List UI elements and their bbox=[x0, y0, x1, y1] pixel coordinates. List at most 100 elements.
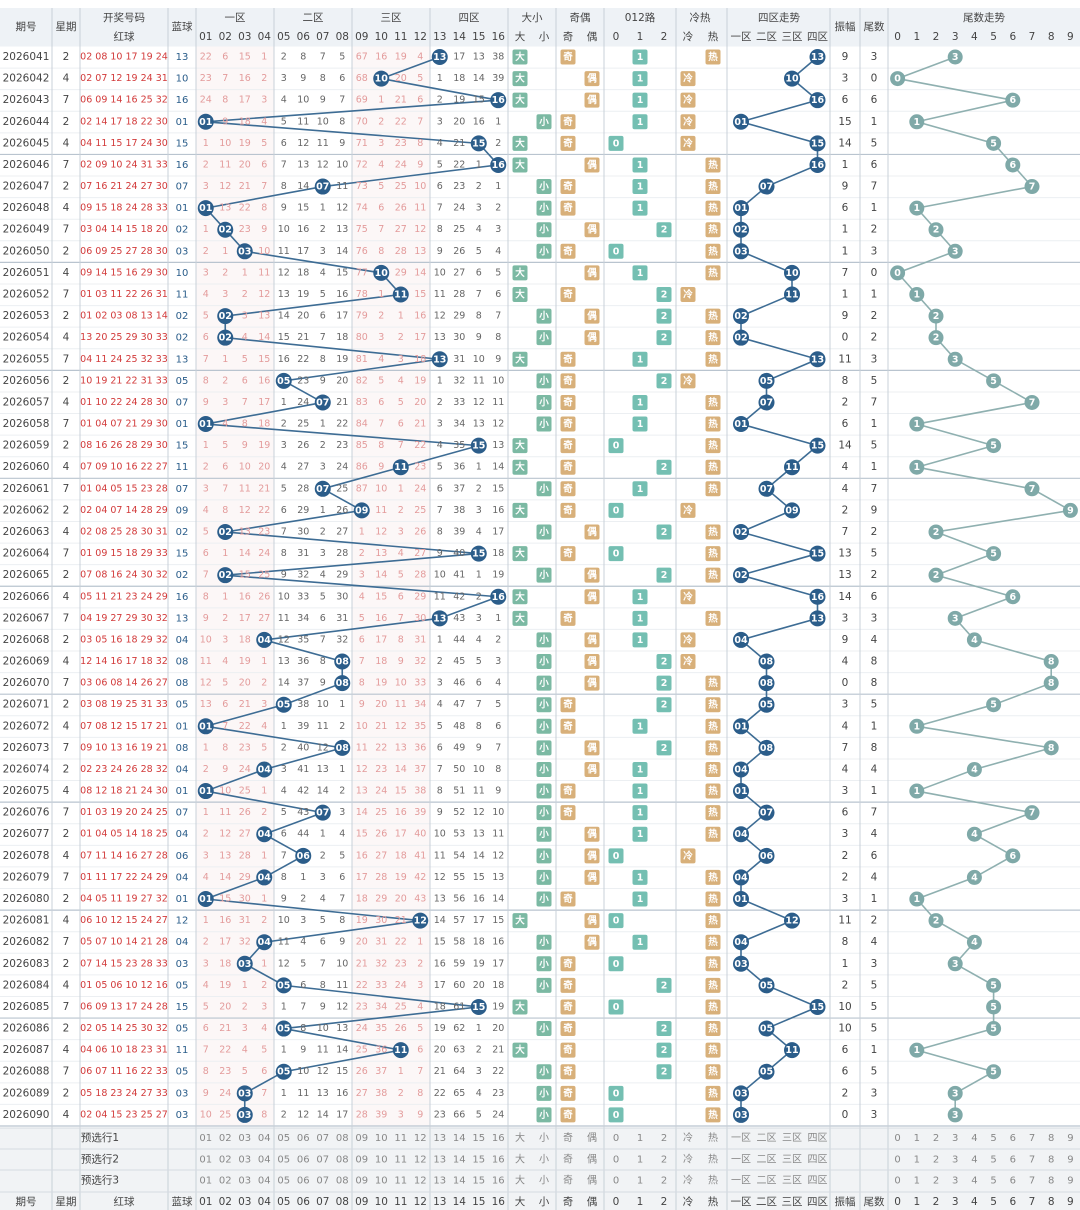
ball-label: 8 bbox=[1048, 657, 1055, 668]
omission: 25 bbox=[395, 181, 407, 192]
ball-label: 01 bbox=[734, 419, 747, 430]
omission: 44 bbox=[453, 634, 465, 645]
amplitude: 2 bbox=[842, 979, 849, 991]
omission: 7 bbox=[242, 397, 248, 408]
omission: 4 bbox=[300, 937, 306, 948]
amplitude: 1 bbox=[842, 224, 849, 236]
tag bbox=[632, 891, 648, 907]
omission: 23 bbox=[336, 440, 348, 451]
ball-label: 05 bbox=[760, 376, 773, 387]
ball bbox=[909, 286, 925, 302]
tag-label: 偶 bbox=[587, 828, 597, 840]
header: 小 bbox=[539, 31, 550, 43]
omission: 4 bbox=[281, 462, 287, 473]
header: 03 bbox=[238, 31, 251, 43]
ball-label: 02 bbox=[219, 527, 232, 538]
omission: 1 bbox=[281, 721, 287, 732]
tag bbox=[536, 1021, 552, 1037]
tag bbox=[536, 977, 552, 993]
blue-ball: 05 bbox=[176, 980, 189, 991]
preset-cell: 14 bbox=[453, 1176, 466, 1187]
omission: 21 bbox=[356, 958, 368, 969]
omission: 35 bbox=[453, 440, 465, 451]
tag bbox=[680, 114, 696, 130]
omission: 12 bbox=[278, 958, 290, 969]
ball bbox=[412, 912, 429, 929]
omission: 9 bbox=[398, 656, 404, 667]
tag bbox=[705, 179, 721, 195]
blue-ball: 05 bbox=[176, 700, 189, 711]
header: 冷 bbox=[683, 1131, 693, 1144]
preset-cell: 03 bbox=[238, 1176, 251, 1187]
omission: 14 bbox=[492, 894, 504, 905]
ball bbox=[733, 761, 749, 778]
ball bbox=[470, 135, 487, 152]
omission: 13 bbox=[414, 246, 426, 257]
week: 4 bbox=[63, 785, 70, 797]
header: 一区 bbox=[731, 1175, 751, 1187]
blue-ball: 16 bbox=[176, 160, 189, 171]
tag-label: 0 bbox=[613, 1110, 620, 1121]
header: 1 bbox=[637, 1133, 643, 1144]
omission: 3 bbox=[320, 872, 326, 883]
red-balls: 04 05 11 19 27 32 bbox=[80, 894, 168, 905]
ball-label: 7 bbox=[1029, 484, 1036, 495]
omission: 9 bbox=[261, 224, 267, 235]
omission: 15 bbox=[375, 591, 387, 602]
tag-label: 小 bbox=[538, 677, 549, 689]
ball-label: 08 bbox=[336, 743, 350, 754]
header: 大小 bbox=[522, 11, 543, 24]
omission: 13 bbox=[278, 289, 290, 300]
omission: 1 bbox=[203, 138, 209, 149]
tag-label: 大 bbox=[515, 51, 525, 63]
header: 冷 bbox=[683, 1152, 693, 1165]
preset-cell: 12 bbox=[414, 1133, 427, 1144]
omission: 63 bbox=[453, 1045, 465, 1056]
omission: 10 bbox=[200, 634, 212, 645]
tag bbox=[656, 1042, 672, 1058]
ball bbox=[758, 847, 775, 864]
issue: 2026076 bbox=[3, 807, 50, 819]
week: 4 bbox=[63, 915, 70, 927]
omission: 14 bbox=[317, 1109, 329, 1120]
ball-label: 5 bbox=[990, 376, 997, 387]
omission: 13 bbox=[219, 203, 231, 214]
ball bbox=[966, 934, 982, 950]
header: 3 bbox=[952, 1196, 959, 1208]
omission: 5 bbox=[203, 311, 209, 322]
header: 3 bbox=[952, 31, 959, 43]
omission: 26 bbox=[336, 505, 348, 516]
omission: 5 bbox=[320, 915, 326, 926]
tag-label: 小 bbox=[538, 569, 549, 581]
omission: 11 bbox=[434, 850, 446, 861]
ball bbox=[947, 1107, 963, 1123]
omission: 3 bbox=[437, 419, 443, 430]
omission: 3 bbox=[203, 483, 209, 494]
red-balls: 01 10 22 24 28 30 bbox=[80, 397, 168, 408]
omission: 9 bbox=[320, 1001, 326, 1012]
tag bbox=[536, 1085, 552, 1101]
tag bbox=[512, 438, 528, 454]
preset-cell: 15 bbox=[472, 1176, 485, 1187]
blue-ball: 05 bbox=[176, 376, 189, 387]
ball-label: 5 bbox=[990, 980, 997, 991]
ball bbox=[1005, 848, 1021, 864]
tail: 5 bbox=[871, 375, 878, 387]
ball-label: 2 bbox=[933, 527, 940, 538]
omission: 21 bbox=[492, 1045, 504, 1056]
ball bbox=[1005, 157, 1021, 173]
omission: 7 bbox=[339, 95, 345, 106]
omission: 21 bbox=[395, 95, 407, 106]
omission: 2 bbox=[203, 937, 209, 948]
omission: 9 bbox=[437, 548, 443, 559]
omission: 27 bbox=[453, 267, 465, 278]
header: 大 bbox=[515, 1131, 525, 1144]
header: 12 bbox=[414, 1196, 427, 1208]
omission: 12 bbox=[219, 829, 231, 840]
tag bbox=[656, 740, 672, 756]
omission: 10 bbox=[278, 224, 290, 235]
tag bbox=[512, 157, 528, 173]
omission: 22 bbox=[200, 52, 212, 63]
amplitude: 6 bbox=[842, 807, 849, 819]
